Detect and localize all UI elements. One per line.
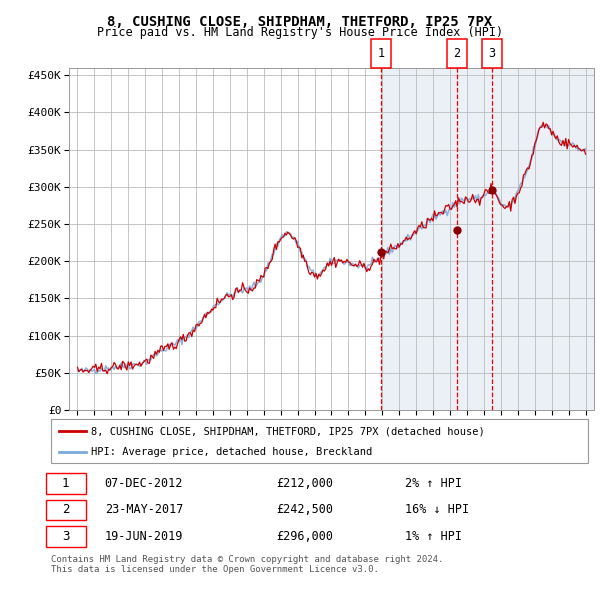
Text: £242,500: £242,500 (277, 503, 334, 516)
FancyBboxPatch shape (46, 500, 86, 520)
Text: Contains HM Land Registry data © Crown copyright and database right 2024.: Contains HM Land Registry data © Crown c… (51, 555, 443, 563)
Text: HPI: Average price, detached house, Breckland: HPI: Average price, detached house, Brec… (91, 447, 373, 457)
Text: 2: 2 (453, 47, 460, 60)
Text: This data is licensed under the Open Government Licence v3.0.: This data is licensed under the Open Gov… (51, 565, 379, 573)
Text: 23-MAY-2017: 23-MAY-2017 (105, 503, 183, 516)
Text: Price paid vs. HM Land Registry's House Price Index (HPI): Price paid vs. HM Land Registry's House … (97, 26, 503, 39)
Text: 1: 1 (62, 477, 69, 490)
Text: 16% ↓ HPI: 16% ↓ HPI (406, 503, 470, 516)
FancyBboxPatch shape (46, 473, 86, 493)
FancyBboxPatch shape (371, 39, 391, 68)
Text: £296,000: £296,000 (277, 530, 334, 543)
Text: 2: 2 (62, 503, 69, 516)
Text: 3: 3 (488, 47, 495, 60)
FancyBboxPatch shape (482, 39, 502, 68)
Text: 2% ↑ HPI: 2% ↑ HPI (406, 477, 463, 490)
Text: 1% ↑ HPI: 1% ↑ HPI (406, 530, 463, 543)
Text: 3: 3 (62, 530, 69, 543)
FancyBboxPatch shape (446, 39, 467, 68)
Text: £212,000: £212,000 (277, 477, 334, 490)
Text: 8, CUSHING CLOSE, SHIPDHAM, THETFORD, IP25 7PX: 8, CUSHING CLOSE, SHIPDHAM, THETFORD, IP… (107, 15, 493, 29)
Bar (381, 68, 594, 410)
Text: 1: 1 (377, 47, 385, 60)
Text: 8, CUSHING CLOSE, SHIPDHAM, THETFORD, IP25 7PX (detached house): 8, CUSHING CLOSE, SHIPDHAM, THETFORD, IP… (91, 427, 485, 436)
Text: 07-DEC-2012: 07-DEC-2012 (105, 477, 183, 490)
Text: 19-JUN-2019: 19-JUN-2019 (105, 530, 183, 543)
FancyBboxPatch shape (51, 419, 588, 463)
FancyBboxPatch shape (46, 526, 86, 546)
